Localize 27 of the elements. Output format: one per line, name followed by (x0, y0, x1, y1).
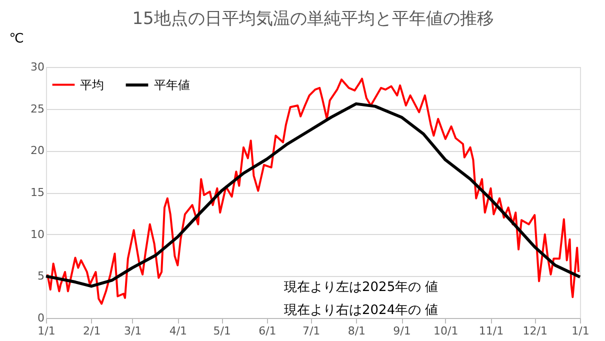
annotation: 現在より左は2025年の 値 (284, 280, 438, 295)
x-tick-label: 3/1 (124, 324, 142, 338)
x-tick-label: 7/1 (302, 324, 320, 338)
x-tick-label: 1/1 (38, 324, 56, 338)
chart-title: 15地点の日平均気温の単純平均と平年値の推移 (132, 9, 494, 29)
y-tick-label: 15 (30, 186, 44, 199)
x-tick-label: 8/1 (348, 324, 366, 338)
x-tick-label: 12/1 (522, 324, 548, 338)
x-tick-label: 5/1 (213, 324, 231, 338)
x-tick-label: 2/1 (83, 324, 101, 338)
y-tick-label: 30 (30, 60, 44, 74)
y-tick-label: 5 (38, 270, 44, 283)
y-tick-label: 0 (38, 312, 44, 324)
y-axis-title: ℃ (9, 32, 24, 46)
x-tick-label: 6/1 (258, 324, 276, 338)
x-tick-label: 11/1 (478, 324, 504, 338)
y-tick-label: 25 (30, 102, 44, 116)
x-tick-label: 4/1 (169, 324, 188, 338)
x-tick-label: 10/1 (434, 324, 458, 338)
legend-label: 平均 (80, 78, 104, 92)
y-tick-label: 10 (30, 228, 44, 241)
y-tick-label: 20 (30, 144, 44, 158)
x-tick-label: 1/1 (572, 324, 590, 338)
legend-label: 平年値 (154, 78, 190, 92)
x-tick-label: 9/1 (393, 324, 411, 338)
annotation: 現在より右は2024年の 値 (284, 303, 438, 318)
line-series (46, 78, 580, 305)
